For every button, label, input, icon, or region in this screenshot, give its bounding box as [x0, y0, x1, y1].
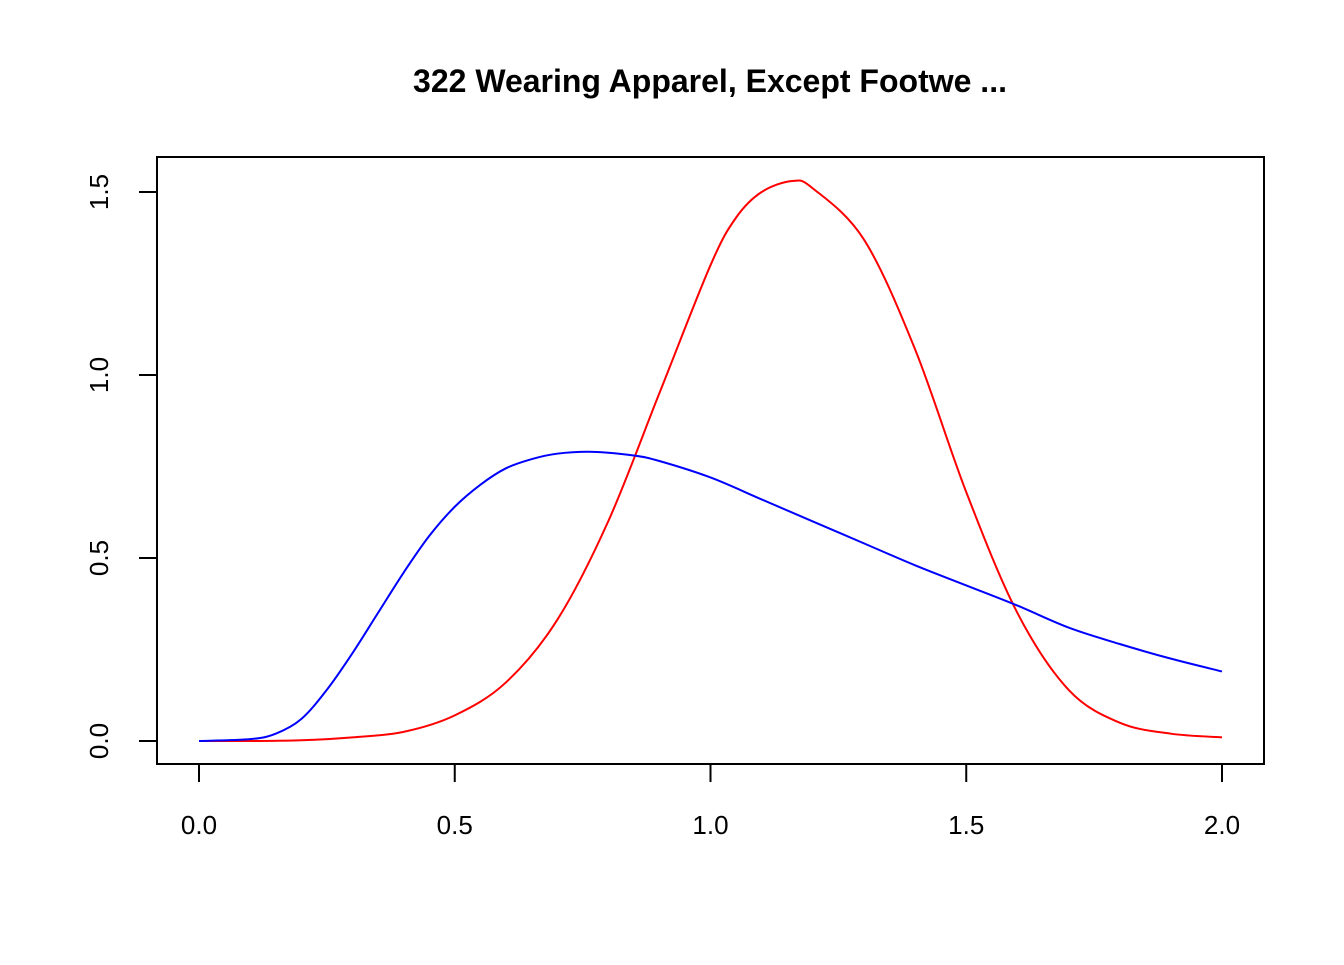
x-tick-label: 1.0 [692, 810, 728, 840]
y-tick-label: 0.5 [84, 540, 114, 576]
y-tick-label: 1.0 [84, 357, 114, 393]
x-tick-label: 1.5 [948, 810, 984, 840]
x-tick-label: 2.0 [1204, 810, 1240, 840]
chart-title: 322 Wearing Apparel, Except Footwe ... [413, 63, 1007, 99]
x-axis: 0.0 0.5 1.0 1.5 2.0 [181, 763, 1240, 840]
plot-frame [156, 156, 1265, 765]
series-layer [198, 179, 1223, 743]
y-tick-label: 1.5 [84, 174, 114, 210]
x-tick-label: 0.5 [437, 810, 473, 840]
series-line-1 [198, 179, 1223, 743]
y-axis: 0.0 0.5 1.0 1.5 [84, 174, 158, 759]
series-line-2 [198, 450, 1223, 742]
y-tick-label: 0.0 [84, 723, 114, 759]
x-tick-label: 0.0 [181, 810, 217, 840]
